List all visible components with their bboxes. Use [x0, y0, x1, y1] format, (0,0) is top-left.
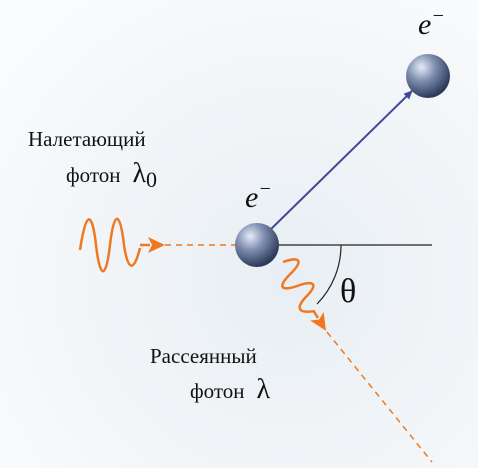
electron-charge: − [258, 178, 272, 200]
diagram: e− e− Налетающий фотонλ0 θ Рассеянный фо… [0, 0, 478, 468]
electron-after [406, 54, 450, 98]
incident-lambda: λ [132, 158, 146, 189]
electron-before [235, 223, 279, 267]
electron-charge: − [431, 5, 445, 27]
incident-label-line1: Налетающий [28, 127, 146, 151]
scattered-label-line1: Рассеянный [150, 344, 257, 368]
incident-word: фотон [66, 163, 120, 187]
scattered-lambda: λ [256, 374, 270, 405]
scattered-word: фотон [190, 379, 244, 403]
electron-symbol: e [245, 181, 258, 214]
electron-symbol: e [418, 8, 431, 41]
angle-label: θ [340, 273, 356, 310]
incident-subscript: 0 [146, 167, 157, 192]
